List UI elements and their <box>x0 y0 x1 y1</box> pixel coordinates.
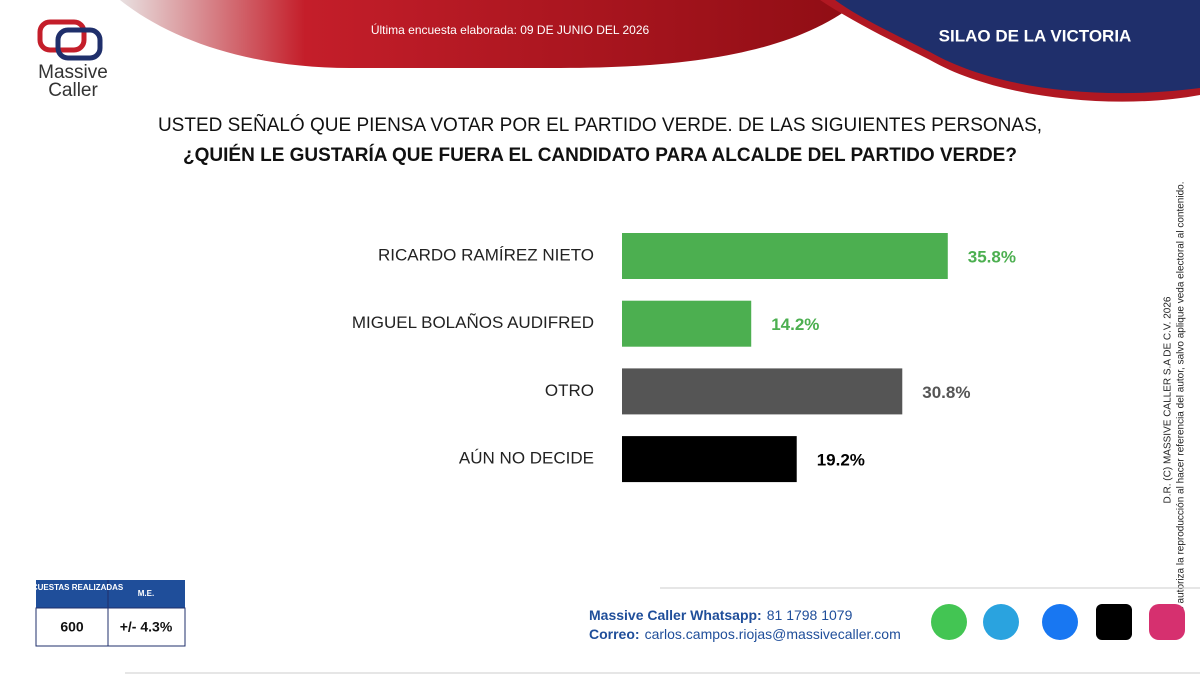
contact-whatsapp: Massive Caller Whatsapp: 81 1798 1079 <box>589 607 853 623</box>
header-band <box>120 0 860 68</box>
telegram-icon[interactable] <box>983 604 1019 640</box>
table-cell: 600 <box>60 619 84 635</box>
bar <box>622 300 752 347</box>
table-header <box>36 580 185 608</box>
x-icon[interactable] <box>1096 604 1132 640</box>
chart-subtitle: ¿QUIÉN LE GUSTARÍA QUE FUERA EL CANDIDAT… <box>183 144 1017 166</box>
category-label: OTRO <box>545 381 594 400</box>
location: SILAO DE LA VICTORIA <box>939 26 1132 45</box>
label: Correo: <box>589 626 640 642</box>
label: Massive Caller Whatsapp: <box>589 607 762 623</box>
bar-chart: RICARDO RAMÍREZ NIETO 35.8% MIGUEL BOLAÑOS… <box>352 233 1016 483</box>
table-body <box>35 607 186 647</box>
side-note: Se autoriza la reproducción al hacer ref… <box>1176 182 1187 619</box>
logo-text: Massive <box>38 62 108 83</box>
bar <box>622 436 797 483</box>
value: carlos.campos.riojas@massivecaller.com <box>645 626 901 642</box>
whatsapp-icon[interactable] <box>931 604 967 640</box>
value-label: 35.8% <box>968 247 1016 266</box>
stats-table: ENCUESTAS REALIZADAS M.E. 600 +/- 4.3% <box>21 580 186 647</box>
category-label: AÚN NO DECIDE <box>459 449 594 468</box>
bar <box>622 368 903 415</box>
header-blue <box>835 0 1200 94</box>
survey-date: Última encuesta elaborada: 09 DE JUNIO D… <box>371 22 650 37</box>
value: 81 1798 1079 <box>767 607 853 623</box>
side-note: D.R. (C) MASSIVE CALLER S.A DE C.V. 2026 <box>1163 296 1174 503</box>
instagram-icon[interactable] <box>1149 604 1185 640</box>
category-label: MIGUEL BOLAÑOS AUDIFRED <box>352 313 594 332</box>
value-label: 14.2% <box>771 315 819 334</box>
facebook-icon[interactable] <box>1042 604 1078 640</box>
category-label: RICARDO RAMÍREZ NIETO <box>378 245 594 264</box>
table-cell: +/- 4.3% <box>120 619 173 635</box>
table-header-cell: M.E. <box>138 589 154 598</box>
chart-title: USTED SEÑALÓ QUE PIENSA VOTAR POR EL PAR… <box>158 114 1042 136</box>
bar <box>622 233 948 279</box>
value-label: 30.8% <box>922 383 970 402</box>
logo-text: Caller <box>48 80 98 101</box>
table-header-cell: ENCUESTAS REALIZADAS <box>21 583 124 592</box>
logo: Massive Caller <box>37 19 108 101</box>
value-label: 19.2% <box>817 451 865 470</box>
contact-email: Correo: carlos.campos.riojas@massivecalle… <box>589 626 901 642</box>
